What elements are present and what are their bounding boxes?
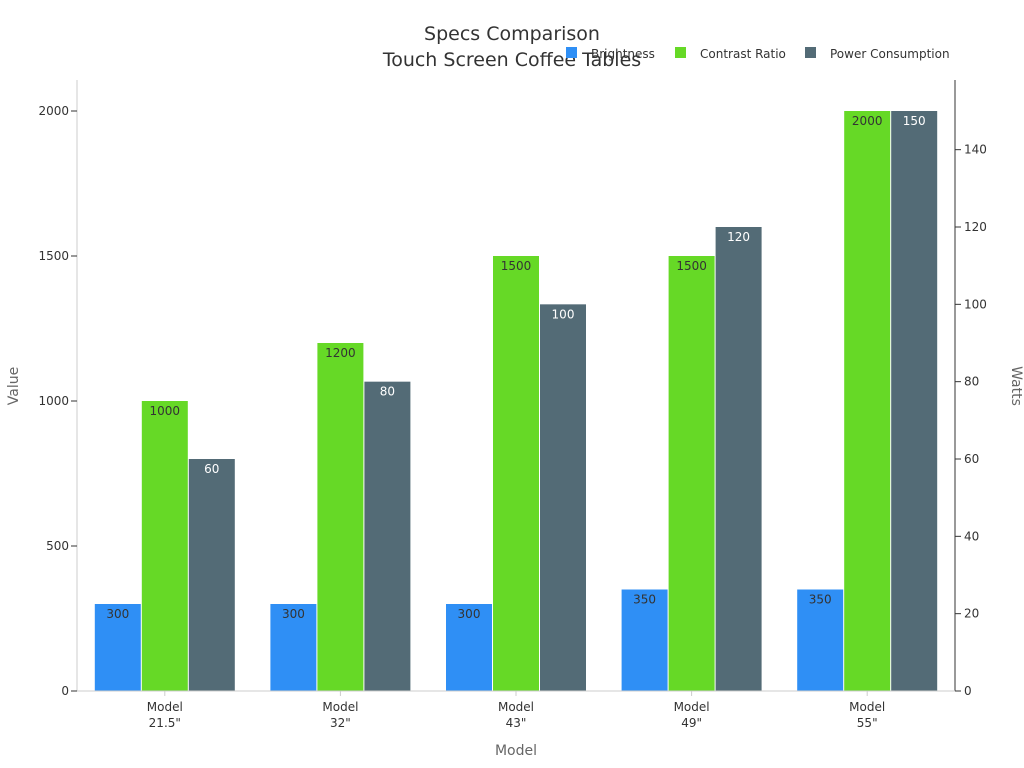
bar-value-label: 100: [552, 307, 575, 321]
bar-value-label: 300: [282, 607, 305, 621]
legend-label: Contrast Ratio: [700, 47, 786, 61]
bar-value-label: 1500: [501, 259, 532, 273]
bar: [797, 589, 844, 691]
x-tick-label: 43": [506, 716, 527, 730]
legend-swatch: [675, 47, 686, 58]
y2-tick-label: 120: [964, 220, 987, 234]
bar-value-label: 300: [458, 607, 481, 621]
x-tick-label: 21.5": [149, 716, 181, 730]
x-tick-label: Model: [674, 700, 710, 714]
legend-swatch: [566, 47, 577, 58]
y2-tick-label: 20: [964, 607, 979, 621]
bar: [446, 604, 492, 691]
x-tick-label: Model: [849, 700, 885, 714]
bar: [94, 604, 141, 691]
bar: [668, 256, 715, 691]
x-tick-label: 49": [681, 716, 702, 730]
y-tick-label: 1000: [38, 394, 69, 408]
x-axis-title: Model: [495, 743, 537, 759]
bar: [540, 304, 586, 691]
y2-tick-label: 0: [964, 684, 972, 698]
x-tick-label: 55": [857, 716, 878, 730]
x-tick-label: Model: [498, 700, 534, 714]
bar: [891, 111, 938, 691]
y2-axis-title: Watts: [1008, 366, 1024, 406]
bar-value-label: 1000: [150, 404, 181, 418]
y2-tick-label: 60: [964, 452, 979, 466]
y2-tick-label: 80: [964, 375, 979, 389]
bar-value-label: 1500: [676, 259, 707, 273]
legend-label: Brightness: [591, 47, 655, 61]
x-tick-label: Model: [147, 700, 183, 714]
axes: 0 500 1000 1500 2000 0 20 40 60 80 100 120 140 Model 2…: [38, 80, 987, 730]
bar: [715, 227, 762, 691]
bar-value-label: 1200: [325, 346, 356, 360]
bar: [844, 111, 891, 691]
x-tick-label: Model: [322, 700, 358, 714]
y-tick-label: 2000: [38, 104, 69, 118]
bar-value-label: 80: [380, 385, 395, 399]
y-tick-label: 1500: [38, 249, 69, 263]
bar: [188, 459, 235, 691]
legend-swatch: [805, 47, 816, 58]
bar-value-label: 150: [903, 114, 926, 128]
bar-value-label: 2000: [852, 114, 883, 128]
bar: [621, 589, 668, 691]
bar-value-label: 350: [633, 593, 656, 607]
y2-tick-label: 140: [964, 143, 987, 157]
bar-value-label: 300: [106, 607, 129, 621]
y-axis-title: Value: [6, 367, 22, 405]
legend: Brightness Contrast Ratio Power Consumptio…: [566, 47, 950, 61]
bar: [364, 381, 411, 691]
bar: [493, 256, 539, 691]
x-tick-label: 32": [330, 716, 351, 730]
y-tick-label: 500: [46, 539, 69, 553]
bar: [141, 401, 188, 691]
bar: [317, 343, 364, 691]
bar-value-label: 350: [809, 593, 832, 607]
y-tick-label: 0: [61, 684, 69, 698]
legend-label: Power Consumption: [830, 47, 950, 61]
bar: [270, 604, 317, 691]
y2-tick-label: 40: [964, 529, 979, 543]
bars: 300 1000 60 300 1200 80 300 1500 100 350 1500 120 35…: [94, 111, 938, 691]
bar-value-label: 120: [727, 230, 750, 244]
bar-value-label: 60: [204, 462, 219, 476]
y2-tick-label: 100: [964, 297, 987, 311]
chart-title-line-1: Specs Comparison: [424, 23, 600, 45]
